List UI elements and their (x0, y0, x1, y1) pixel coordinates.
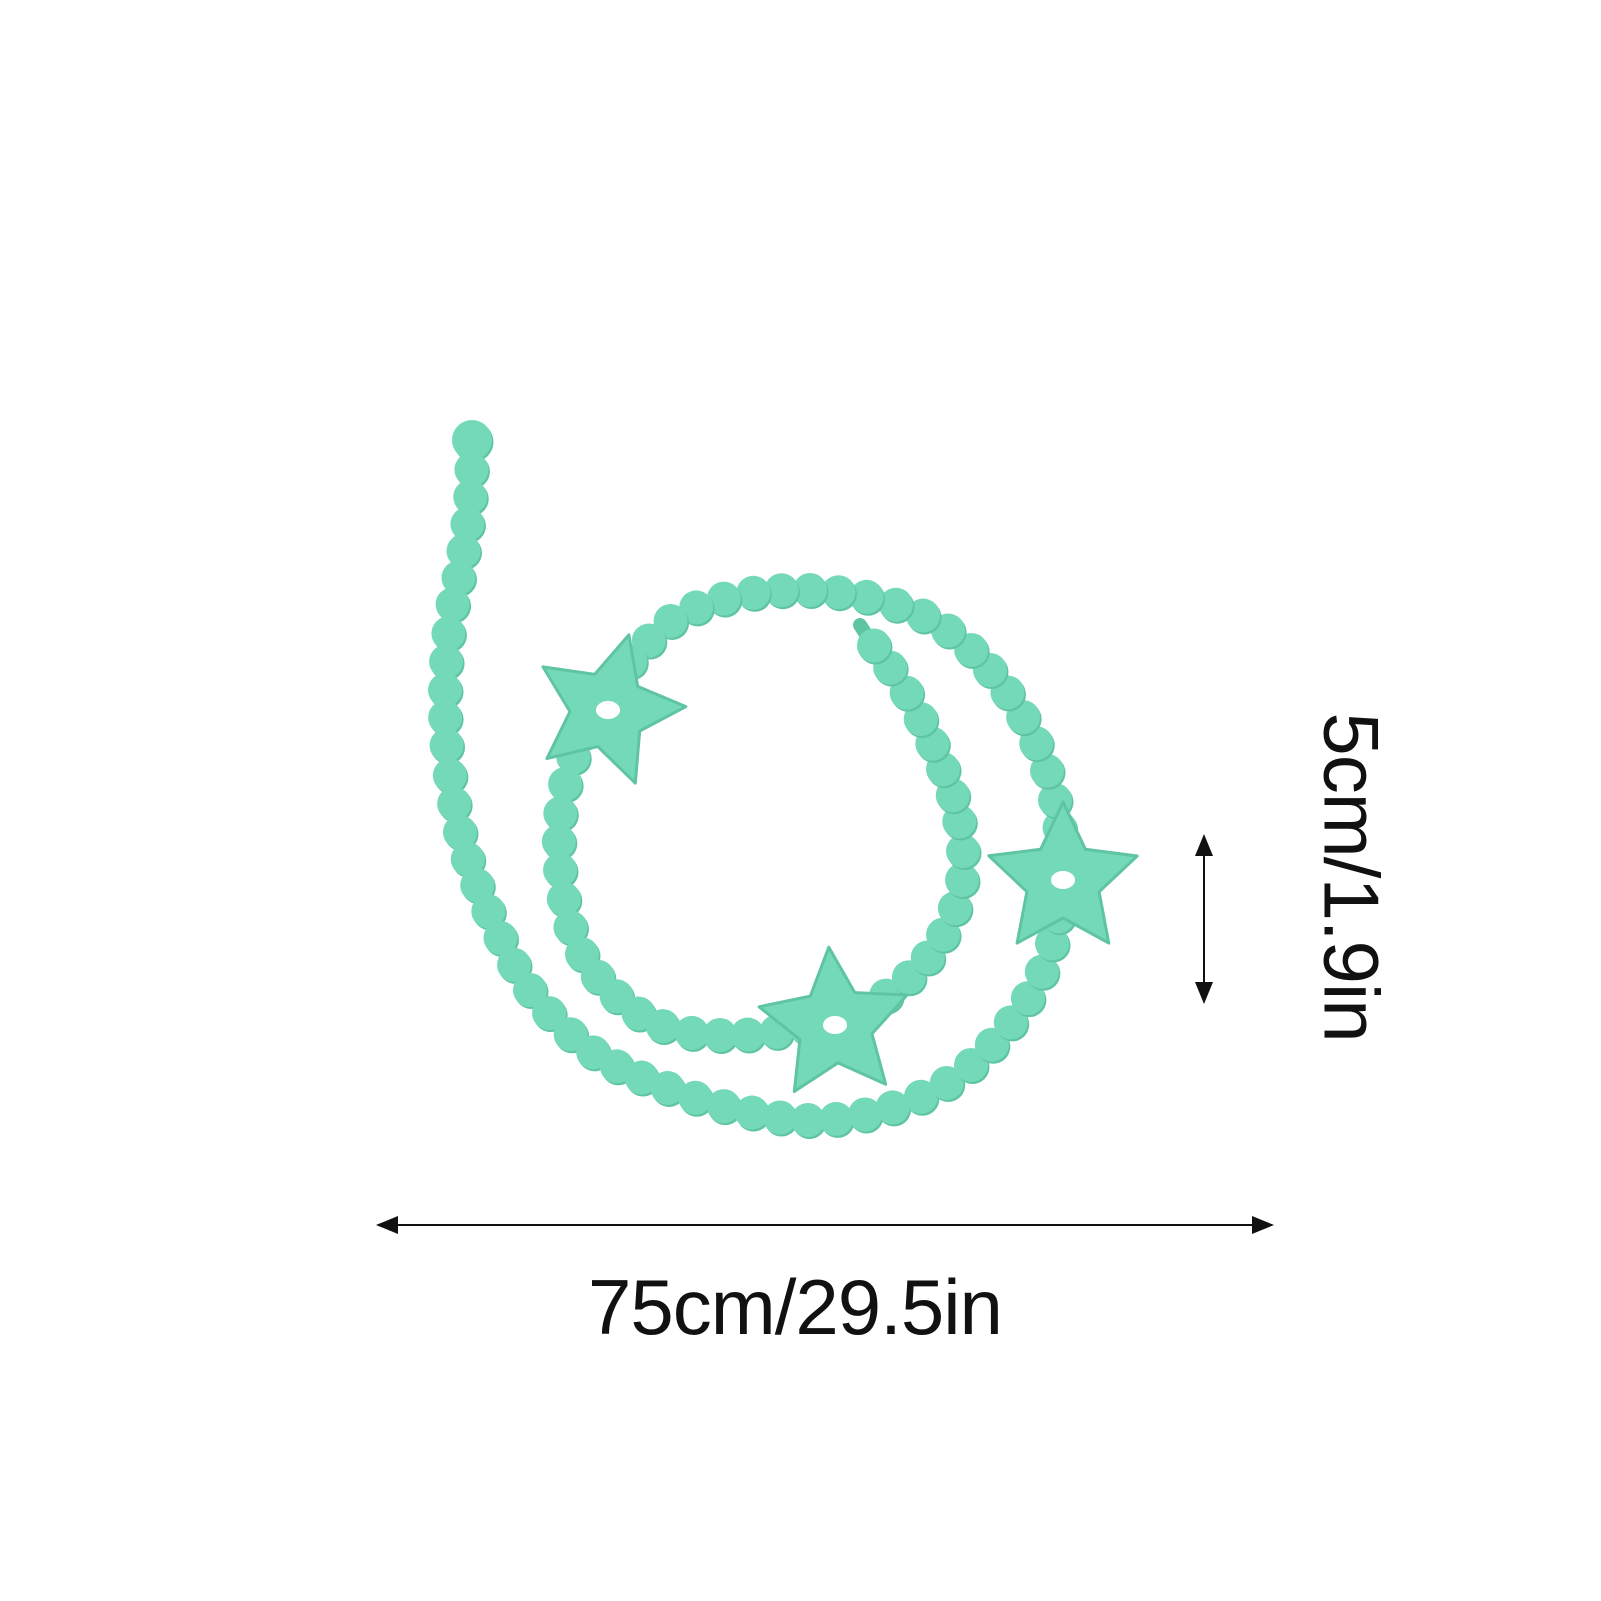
bead (437, 786, 472, 821)
bead (553, 1017, 588, 1052)
bead (435, 587, 470, 622)
bead (903, 1079, 938, 1114)
bead (945, 863, 979, 897)
bead (460, 868, 495, 903)
bead (703, 1018, 737, 1052)
bead (1030, 753, 1065, 788)
bead (513, 973, 547, 1007)
star-hole (1051, 871, 1075, 889)
bead (645, 1009, 680, 1044)
bead (453, 479, 488, 514)
bead (946, 834, 981, 869)
bead (764, 573, 799, 608)
bead (735, 1095, 769, 1130)
bead (1024, 954, 1059, 989)
bead (541, 824, 576, 859)
bead (452, 420, 492, 460)
bead (429, 644, 464, 679)
bead (674, 1015, 709, 1050)
length-arrow-head-right (1252, 1216, 1274, 1234)
bead (856, 628, 891, 663)
bead (791, 1102, 825, 1137)
bead (532, 996, 567, 1031)
bead-chain (428, 420, 1081, 1139)
width-arrow-head-bottom (1195, 982, 1213, 1004)
bead (906, 598, 941, 633)
star-charm (757, 945, 909, 1093)
bead (441, 560, 476, 595)
bead (993, 1005, 1028, 1040)
bead (450, 507, 485, 541)
bead (428, 673, 462, 707)
bead (653, 603, 688, 638)
star-hole (596, 701, 620, 719)
bead (553, 910, 588, 945)
bead (428, 700, 463, 735)
length-dimension-label: 75cm/29.5in (588, 1263, 1003, 1351)
bead (878, 587, 913, 622)
bead (624, 1060, 659, 1095)
bead (848, 1097, 883, 1132)
bead (543, 796, 578, 831)
star-charms (541, 633, 1139, 1093)
bead (678, 1080, 713, 1115)
bead (497, 947, 532, 982)
bead (929, 1065, 964, 1100)
bead (821, 575, 856, 610)
bead (543, 853, 577, 887)
bead (937, 891, 972, 926)
star-hole (823, 1016, 847, 1034)
star-charm (987, 800, 1139, 945)
dimension-arrows (376, 834, 1274, 1234)
bead (736, 575, 771, 610)
bead (706, 581, 741, 616)
bead (763, 1100, 797, 1135)
star-charm (541, 633, 688, 785)
bead (450, 842, 485, 877)
bead (1010, 981, 1045, 1016)
bead (454, 452, 489, 487)
bead (431, 616, 466, 651)
bead (471, 894, 506, 929)
bead (819, 1101, 854, 1136)
bead (849, 579, 884, 614)
bead (793, 573, 827, 607)
length-arrow-head-left (376, 1216, 398, 1234)
bead (875, 1090, 910, 1125)
bead (679, 590, 714, 625)
bead (483, 920, 518, 955)
width-dimension-label: 5cm/1.9in (1307, 712, 1396, 1042)
bead (706, 1089, 741, 1124)
bead (432, 758, 467, 793)
bead (546, 881, 581, 916)
bead (446, 534, 481, 568)
bead (650, 1070, 685, 1105)
bead (730, 1017, 765, 1052)
bead (429, 728, 464, 763)
bead (548, 767, 583, 802)
width-arrow-head-top (1195, 834, 1213, 856)
bead (442, 815, 477, 850)
